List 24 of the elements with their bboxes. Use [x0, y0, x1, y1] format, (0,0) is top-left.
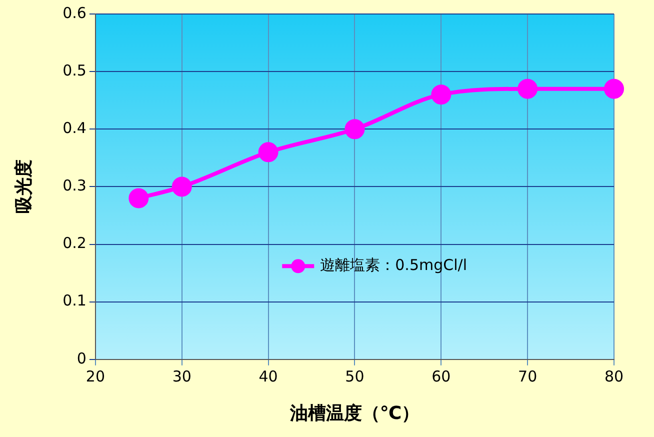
x-tick-label: 60 [432, 367, 451, 386]
point [518, 78, 538, 99]
x-tick-label: 80 [604, 367, 624, 386]
legend-label: 遊離塩素：0.5mgCl/l [320, 256, 467, 274]
y-tick-label: 0.5 [62, 61, 86, 80]
point [604, 78, 624, 99]
y-axis-title: 吸光度 [13, 160, 34, 214]
y-tick-label: 0.3 [62, 176, 86, 195]
x-tick-label: 70 [518, 367, 538, 386]
x-tick-label: 40 [258, 367, 278, 386]
point [344, 119, 365, 140]
x-tick-label: 50 [345, 367, 364, 386]
y-tick-label: 0 [76, 349, 86, 368]
y-tick-label: 0.6 [62, 4, 86, 22]
x-tick-label: 20 [86, 367, 105, 386]
y-tick-label: 0.4 [62, 119, 86, 138]
y-tick-label: 0.2 [62, 234, 86, 252]
x-tick-label: 30 [172, 367, 192, 386]
y-tick-label: 0.1 [62, 292, 86, 310]
point [431, 84, 452, 105]
point [172, 176, 192, 197]
x-axis-title: 油槽温度（℃） [288, 402, 420, 424]
point [258, 142, 278, 162]
point [128, 188, 149, 208]
